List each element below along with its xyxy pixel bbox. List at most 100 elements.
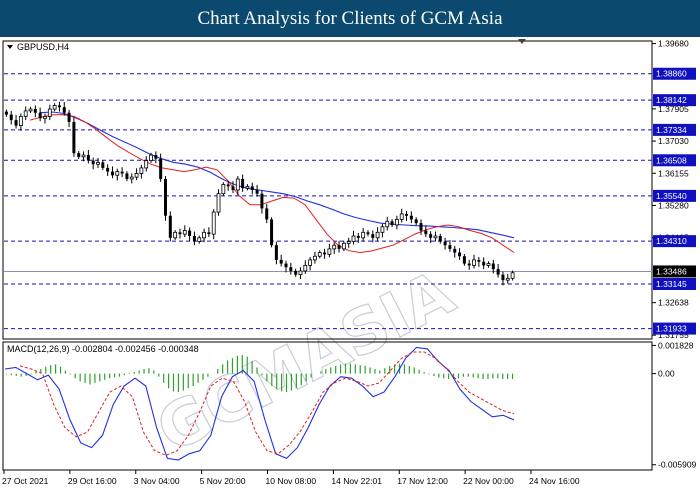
time-tick-label: 17 Nov 12:00	[397, 476, 448, 486]
candle-bear	[33, 109, 37, 113]
candle-bull	[313, 255, 317, 261]
candle-bull	[96, 162, 100, 165]
level-price-box	[653, 94, 696, 107]
candle-bull	[317, 252, 322, 257]
candle-bull	[235, 178, 240, 191]
level-price-label: 1.38142	[656, 95, 687, 105]
candle-bull	[351, 235, 356, 242]
candle-bear	[260, 193, 264, 209]
time-axis: 27 Oct 2021 29 Oct 16:00 3 Nov 04:00 5 Nov …	[2, 470, 580, 486]
candle-bear	[289, 267, 293, 271]
candle-bear	[163, 178, 167, 216]
candle-bear	[477, 259, 481, 262]
candle-bull	[385, 220, 390, 228]
chart-shift-icon[interactable]	[518, 39, 526, 44]
level-price-label: 1.34310	[656, 236, 687, 246]
macd-signal-line	[19, 351, 515, 456]
candle-bull	[298, 270, 303, 276]
candle-bear	[231, 186, 235, 190]
candle-bear	[38, 112, 42, 119]
candle-bull	[52, 104, 57, 110]
candle-bear	[154, 155, 158, 159]
candle-bear	[14, 120, 18, 126]
candle-bull	[211, 211, 216, 235]
candle-bear	[106, 167, 110, 172]
level-price-box	[653, 235, 696, 248]
candle-bull	[23, 110, 28, 117]
time-tick-label: 22 Nov 00:00	[463, 476, 514, 486]
candle-bull	[115, 171, 120, 176]
candle-bull	[380, 226, 385, 233]
candle-bear	[274, 245, 278, 260]
watermark-group: GCMASIA	[145, 255, 466, 467]
watermark-text: GCMASIA	[145, 256, 465, 467]
candle-bear	[226, 184, 230, 187]
symbol-label: GBPUSD,H4	[17, 42, 69, 52]
time-tick-label: 29 Oct 16:00	[68, 476, 117, 486]
ma-fast-line	[29, 114, 515, 254]
price-tick-label: 1.37905	[658, 104, 689, 114]
price-tick-label: 1.37030	[658, 136, 689, 146]
level-price-label: 1.38860	[656, 69, 687, 79]
candle-bear	[366, 232, 370, 235]
candle-bear	[371, 234, 375, 238]
candle-bull	[303, 265, 308, 272]
candle-bull	[394, 219, 399, 226]
macd-main-line	[4, 346, 515, 461]
level-price-label: 1.37334	[656, 125, 687, 135]
candle-bull	[197, 237, 202, 242]
macd-tick-label: 0.00	[658, 369, 675, 379]
candle-bull	[28, 108, 33, 112]
candle-bull	[375, 231, 380, 239]
candle-bear	[390, 221, 394, 225]
candle-bear	[501, 274, 505, 281]
candle-bull	[327, 248, 332, 255]
time-tick-label: 10 Nov 08:00	[266, 476, 317, 486]
candle-bear	[72, 121, 76, 154]
candle-bear	[192, 235, 196, 242]
candle-bull	[433, 235, 438, 239]
time-tick-label: 14 Nov 22:01	[331, 476, 382, 486]
candle-bear	[62, 107, 66, 113]
symbol-dropdown-icon[interactable]	[7, 45, 13, 49]
candle-bear	[405, 213, 409, 216]
time-tick-label: 27 Oct 2021	[2, 476, 49, 486]
candle-bear	[67, 112, 71, 122]
chart-area: GCMASIA GBPUSD,H4 1.396801.379051.370301…	[2, 39, 697, 486]
candle-bear	[91, 160, 95, 165]
macd-label: MACD(12,26,9) -0.002804 -0.002456 -0.000…	[7, 344, 199, 354]
candlesticks	[4, 101, 515, 286]
candle-bull	[332, 244, 337, 250]
candle-bear	[279, 259, 283, 264]
candle-bull	[346, 241, 351, 244]
level-price-box	[653, 189, 696, 202]
price-axis: 1.396801.379051.370301.361551.352801.344…	[652, 39, 696, 340]
support-resistance-levels	[4, 73, 652, 330]
price-tick-label: 1.32638	[658, 298, 689, 308]
candle-bear	[409, 215, 413, 220]
candle-bull	[43, 116, 47, 119]
candle-bear	[458, 252, 462, 257]
level-price-label: 1.33145	[656, 279, 687, 289]
candle-bull	[139, 167, 144, 174]
moving-averages	[29, 111, 515, 254]
macd-tick-label: 0.001828	[658, 340, 694, 350]
candle-bear	[241, 178, 245, 189]
candle-bear	[178, 232, 182, 235]
candle-bear	[467, 263, 471, 266]
level-price-box	[653, 322, 696, 335]
price-tick-label: 1.39680	[658, 39, 689, 49]
chart-title: Chart Analysis for Clients of GCM Asia	[0, 0, 700, 37]
candle-bear	[57, 105, 61, 108]
candle-bear	[86, 155, 90, 161]
candle-bear	[188, 230, 192, 236]
candle-bull	[245, 185, 250, 189]
macd-axis: 0.001828 0.00 -0.005909	[652, 340, 697, 470]
candle-bull	[81, 154, 86, 158]
candle-bull	[472, 259, 476, 266]
candle-bull	[308, 259, 313, 266]
candle-bear	[337, 245, 341, 249]
candle-bull	[216, 193, 221, 213]
candle-bear	[482, 261, 486, 266]
candle-bear	[462, 256, 466, 264]
